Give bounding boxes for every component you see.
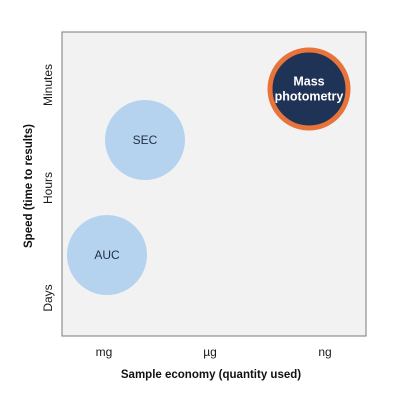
x-tick-label: mg [96,345,113,359]
y-tick-label: Hours [41,172,55,204]
bubble-sec: SEC [105,100,185,180]
x-tick-label: µg [203,345,217,359]
x-axis-title: Sample economy (quantity used) [121,369,301,381]
y-axis-title: Speed (time to results) [23,124,35,248]
bubble-circle [67,215,147,295]
bubble-circle [267,47,351,131]
bubble-label: Mass [293,75,324,89]
bubble-label: AUC [94,248,120,262]
y-tick-label: Minutes [41,64,55,106]
x-tick-label: ng [318,345,331,359]
bubble-auc: AUC [67,215,147,295]
bubble-label: photometry [275,90,344,104]
y-tick-label: Days [41,284,55,311]
bubble-circle [105,100,185,180]
bubble-label: SEC [133,133,158,147]
